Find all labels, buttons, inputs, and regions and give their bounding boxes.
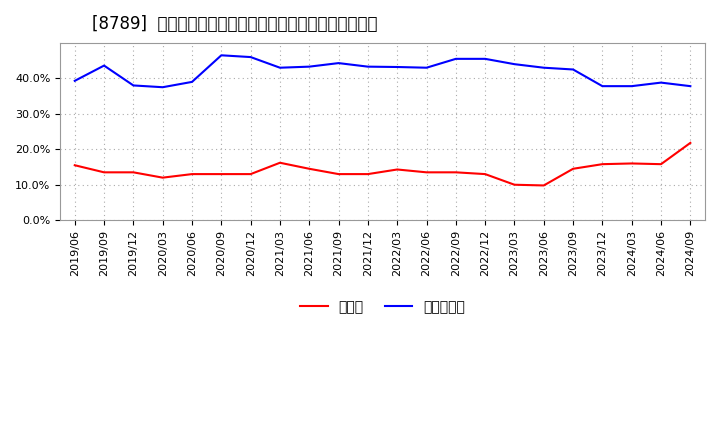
有利子負債 <box>364 64 372 69</box>
現頲金 <box>158 175 167 180</box>
現頲金 <box>627 161 636 166</box>
有利子負債 <box>481 56 490 62</box>
有利子負債 <box>129 83 138 88</box>
有利子負債 <box>334 60 343 66</box>
現頲金 <box>129 170 138 175</box>
現頲金 <box>598 161 607 167</box>
現頲金 <box>657 161 665 167</box>
有利子負債 <box>657 80 665 85</box>
有利子負債 <box>158 84 167 90</box>
現頲金 <box>217 172 225 177</box>
現頲金 <box>451 170 460 175</box>
現頲金 <box>71 163 79 168</box>
有利子負債 <box>539 65 548 70</box>
有利子負債 <box>217 53 225 58</box>
現頲金 <box>305 166 314 172</box>
有利子負債 <box>569 67 577 72</box>
有利子負債 <box>71 78 79 84</box>
有利子負債 <box>188 79 197 84</box>
現頲金 <box>188 172 197 177</box>
現頲金 <box>334 172 343 177</box>
有利子負債 <box>393 64 402 70</box>
現頲金 <box>510 182 519 187</box>
現頲金 <box>539 183 548 188</box>
Line: 現頲金: 現頲金 <box>75 143 690 185</box>
現頲金 <box>569 166 577 172</box>
現頲金 <box>276 160 284 165</box>
現頲金 <box>364 172 372 177</box>
有利子負債 <box>276 65 284 70</box>
有利子負債 <box>422 65 431 70</box>
Line: 有利子負債: 有利子負債 <box>75 55 690 87</box>
現頲金 <box>100 170 109 175</box>
現頲金 <box>422 170 431 175</box>
現頲金 <box>686 140 695 146</box>
Legend: 現頲金, 有利子負債: 現頲金, 有利子負債 <box>294 294 471 319</box>
現頲金 <box>393 167 402 172</box>
有利子負債 <box>686 84 695 89</box>
有利子負債 <box>510 62 519 67</box>
有利子負債 <box>246 55 255 60</box>
Text: [8789]  現頲金、有利子負債の総資産に対する比率の推移: [8789] 現頲金、有利子負債の総資産に対する比率の推移 <box>92 15 378 33</box>
有利子負債 <box>598 84 607 89</box>
有利子負債 <box>100 63 109 68</box>
有利子負債 <box>627 84 636 89</box>
現頲金 <box>246 172 255 177</box>
有利子負債 <box>305 64 314 69</box>
現頲金 <box>481 172 490 177</box>
有利子負債 <box>451 56 460 62</box>
